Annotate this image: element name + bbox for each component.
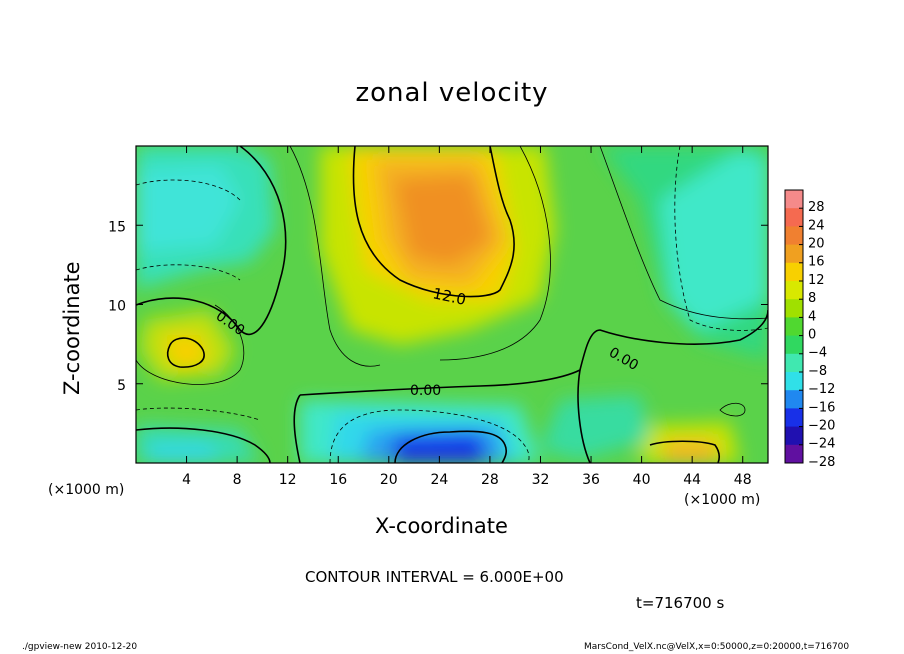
colorbar-label: 24 [808,218,825,233]
colorbar-swatch [785,353,803,373]
x-tick-label: 28 [481,472,499,488]
colorbar-swatch [785,372,803,391]
x-axis-label: X-coordinate [375,514,508,538]
colorbar-label: −24 [808,437,835,452]
time-stamp: t=716700 s [636,594,725,612]
y-axis: 5 10 15 [108,219,768,394]
colorbar-swatch [785,426,803,446]
colorbar-swatch [785,281,803,300]
y-unit-label: (×1000 m) [48,482,125,498]
colorbar-label: −20 [808,419,835,434]
colorbar-swatch [785,408,803,428]
x-tick-label: 24 [430,472,448,488]
colorbar-label: −8 [808,364,827,379]
y-tick-label: 15 [108,219,126,235]
x-tick-label: 4 [182,472,191,488]
colorbar-label: −4 [808,346,827,361]
x-tick-label: 32 [532,472,550,488]
footer-right-note: MarsCond_VelX.nc@VelX,x=0:50000,z=0:2000… [584,642,850,652]
x-tick-label: 12 [279,472,297,488]
chart-title: zonal velocity [355,78,549,108]
colorbar-label: 12 [808,273,825,288]
colorbar-label: 8 [808,291,816,306]
x-tick-label: 48 [734,472,752,488]
colorbar-label: −16 [808,400,835,415]
y-tick-label: 5 [117,378,126,394]
y-axis-label: Z-coordinate [60,261,84,395]
x-tick-label: 8 [233,472,242,488]
y-tick-label: 10 [108,299,126,315]
colorbar-swatch [785,208,803,227]
x-tick-label: 36 [582,472,600,488]
colorbar-swatch [785,226,803,246]
colorbar-label: 28 [808,200,825,215]
contour-lines [136,146,768,463]
colorbar-label: −12 [808,382,835,397]
colorbar-swatch [785,190,803,209]
colorbar-frame [784,189,804,464]
contour-interval: CONTOUR INTERVAL = 6.000E+00 [305,568,564,586]
colorbar-swatch [785,390,803,409]
colorbar: 28 24 20 16 12 8 4 0 −4 −8 −12 −16 −20 −24 −28 [784,189,835,470]
x-tick-label: 16 [329,472,347,488]
colorbar-swatch [785,299,803,318]
colorbar-swatch [785,262,803,282]
colorbar-swatch [785,244,803,264]
colorbar-label: 4 [808,309,816,324]
colorbar-label: 20 [808,237,825,252]
x-unit-label: (×1000 m) [684,492,761,508]
x-axis: 4 8 12 16 20 24 28 32 36 40 44 48 [182,146,752,488]
x-tick-label: 40 [633,472,651,488]
colorbar-swatch [785,335,803,355]
footer-left-note: ./gpview-new 2010-12-20 [22,642,138,652]
colorbar-swatch [785,444,803,464]
colorbar-swatch [785,317,803,337]
x-tick-label: 44 [683,472,701,488]
colorbar-label: 16 [808,255,825,270]
x-tick-label: 20 [380,472,398,488]
contour-label: 0.00 [410,383,441,399]
colorbar-label: −28 [808,455,835,470]
colorbar-label: 0 [808,328,816,343]
